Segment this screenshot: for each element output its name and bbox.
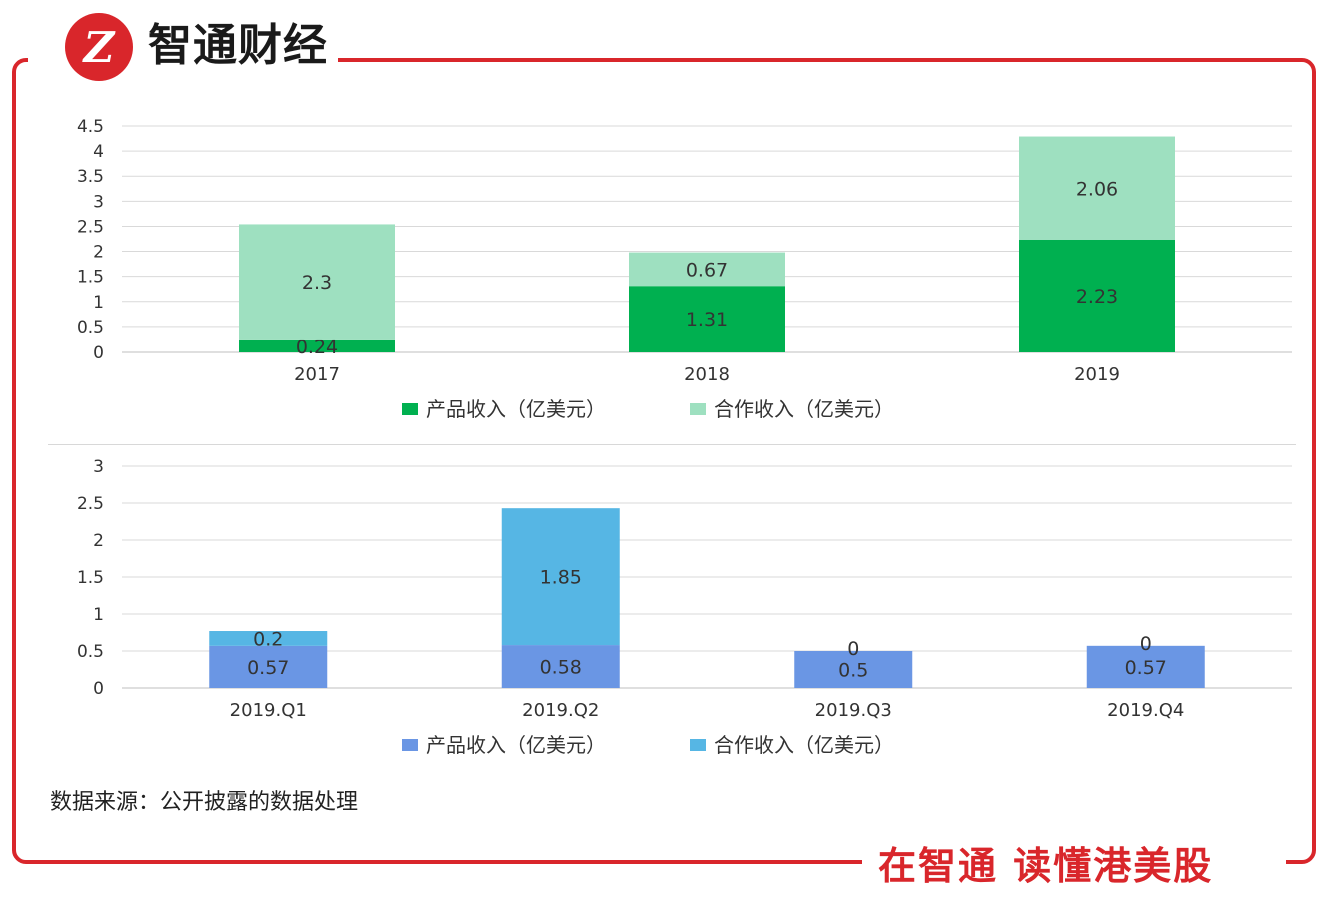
- data-label: 0.57: [247, 657, 289, 679]
- data-label: 2.06: [1076, 178, 1118, 200]
- y-tick-label: 1: [93, 293, 104, 313]
- bar-coop-2019.Q2: [501, 508, 620, 646]
- bar-product-2017: [239, 339, 395, 352]
- source-note: 数据来源：公开披露的数据处理: [50, 790, 359, 815]
- y-tick-label: 2: [93, 531, 104, 551]
- data-label: 2.3: [302, 272, 332, 294]
- data-label: 0.67: [686, 259, 728, 281]
- legend-label-product: 产品收入（亿美元）: [426, 397, 606, 421]
- bar-product-2019.Q3: [794, 651, 913, 688]
- legend-label-coop: 合作收入（亿美元）: [714, 733, 894, 757]
- quarterly-revenue-chart: 00.511.522.530.570.22019.Q10.581.852019.…: [77, 457, 1292, 757]
- y-tick-label: 3: [93, 192, 104, 212]
- y-tick-label: 0.5: [77, 642, 104, 662]
- data-label: 2.23: [1076, 286, 1118, 308]
- x-category-label: 2018: [684, 364, 730, 385]
- x-category-label: 2019.Q1: [230, 700, 307, 721]
- data-label: 0: [1140, 633, 1152, 655]
- legend-swatch-coop: [690, 739, 706, 751]
- y-tick-label: 1.5: [77, 568, 104, 588]
- legend-label-product: 产品收入（亿美元）: [426, 733, 606, 757]
- data-label: 0.57: [1125, 657, 1167, 679]
- data-label: 0.5: [838, 660, 868, 682]
- legend-swatch-product: [402, 403, 418, 415]
- x-category-label: 2017: [294, 364, 340, 385]
- y-tick-label: 0: [93, 343, 104, 363]
- annual-revenue-chart: 0 0.5 1 1.5 2 2.5 3 3.5 4 4.5 0.24 2.3 2017 1.31 0.67 2…: [77, 117, 1292, 421]
- y-tick-label: 1.5: [77, 268, 104, 288]
- brand-logo-icon: Z: [65, 13, 133, 81]
- y-tick-label: 0.5: [77, 318, 104, 338]
- x-category-label: 2019.Q3: [815, 700, 892, 721]
- data-label: 0: [847, 638, 859, 660]
- y-tick-label: 2.5: [77, 494, 104, 514]
- bar-product-2019.Q2: [501, 645, 620, 688]
- bar-coop-2019: [1019, 136, 1175, 241]
- brand-name: 智通财经: [148, 20, 328, 71]
- bar-product-2019.Q4: [1086, 645, 1205, 688]
- data-label: 0.58: [540, 657, 582, 679]
- x-category-label: 2019.Q2: [522, 700, 599, 721]
- y-tick-label: 0: [93, 679, 104, 699]
- data-label: 1.31: [686, 309, 728, 331]
- y-tick-label: 3: [93, 457, 104, 477]
- data-label: 0.24: [296, 336, 338, 358]
- bar-product-2018: [629, 286, 785, 352]
- frame-gap-bottom: [862, 852, 1286, 876]
- data-label: 1.85: [540, 567, 582, 589]
- y-tick-label: 1: [93, 605, 104, 625]
- legend-swatch-product: [402, 739, 418, 751]
- legend-label-coop: 合作收入（亿美元）: [714, 397, 894, 421]
- bar-coop-2019.Q1: [209, 631, 328, 646]
- legend-swatch-coop: [690, 403, 706, 415]
- bar-coop-2017: [239, 224, 395, 340]
- bar-coop-2018: [629, 252, 785, 287]
- y-tick-label: 4: [93, 142, 104, 162]
- bar-product-2019.Q1: [209, 645, 328, 688]
- y-tick-label: 2.5: [77, 217, 104, 237]
- brand-slogan: 在智通 读懂港美股: [878, 844, 1214, 888]
- x-category-label: 2019: [1074, 364, 1120, 385]
- chart-divider: [48, 444, 1296, 445]
- data-label: 0.2: [253, 628, 283, 650]
- y-tick-label: 2: [93, 243, 104, 263]
- logo-lettering: Z: [82, 23, 116, 72]
- page-frame: [12, 58, 1316, 864]
- y-tick-label: 4.5: [77, 117, 104, 137]
- bar-product-2019: [1019, 240, 1175, 352]
- x-category-label: 2019.Q4: [1107, 700, 1184, 721]
- y-tick-label: 3.5: [77, 167, 104, 187]
